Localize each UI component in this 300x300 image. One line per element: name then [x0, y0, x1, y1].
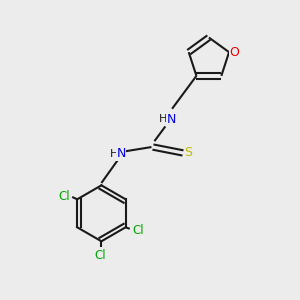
Text: N: N	[167, 112, 176, 126]
Text: O: O	[230, 46, 239, 59]
Text: Cl: Cl	[58, 190, 70, 203]
Text: S: S	[184, 146, 192, 159]
Text: N: N	[116, 147, 126, 160]
Text: Cl: Cl	[132, 224, 144, 237]
Text: H: H	[159, 114, 168, 124]
Text: H: H	[110, 149, 118, 159]
Text: Cl: Cl	[94, 249, 106, 262]
